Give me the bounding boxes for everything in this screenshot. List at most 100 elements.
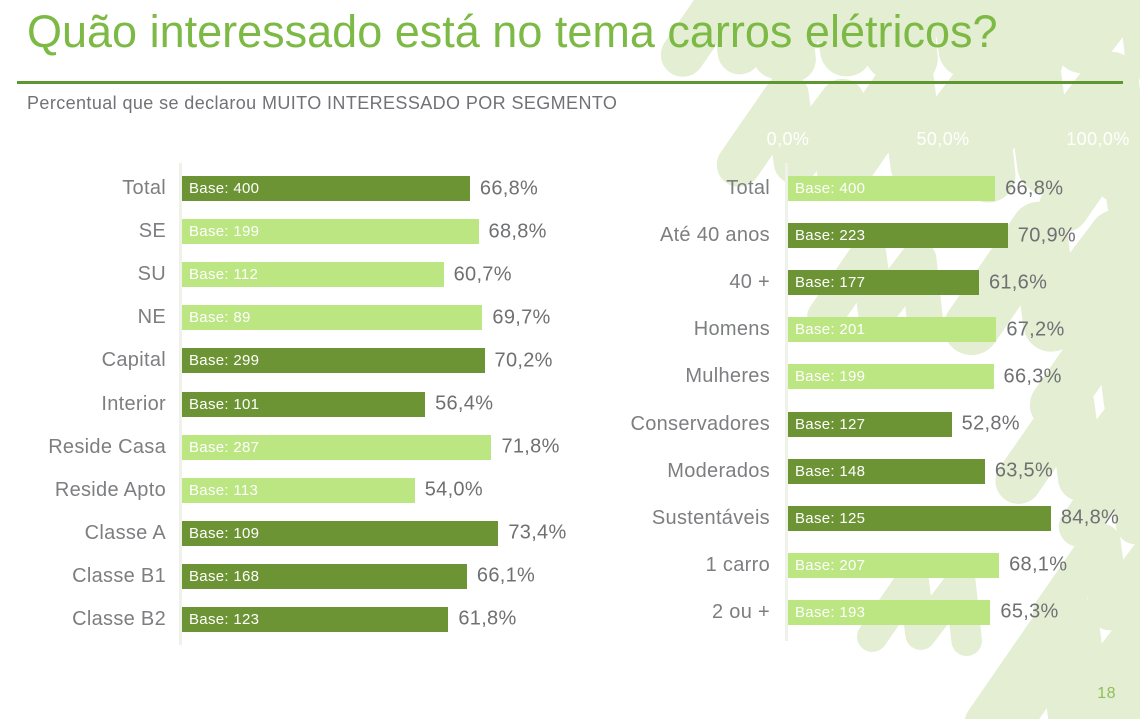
chart-left-segments: Total Base: 400 66,8% SE Base: 199 68,8% SU Bas… [10,163,710,645]
bar-track: Base: 400 66,8% [182,176,613,202]
category-label: Classe A [84,521,166,544]
right-chart-axis-ticks: 0,0% 50,0% 100,0% [767,129,1130,151]
base-label: Base: 223 [795,227,866,245]
base-label: Base: 109 [189,524,260,542]
page-subtitle: Percentual que se declarou MUITO INTERES… [27,93,618,113]
chart-row-1-carro: 1 carro Base: 207 68,1% [600,542,1140,589]
category-label: SU [137,263,166,286]
value-label: 71,8% [501,435,560,458]
category-label: Reside Apto [54,478,166,501]
bar-ne: Base: 89 [182,305,483,331]
value-label: 73,4% [508,521,567,544]
bar-interior: Base: 101 [182,391,426,417]
bar-2-ou: Base: 193 [788,599,991,625]
value-label: 84,8% [1060,506,1120,529]
value-label: 68,8% [488,220,547,243]
base-label: Base: 199 [795,368,866,386]
bar-track: Base: 168 66,1% [182,563,613,589]
category-label: Total [726,177,770,200]
zigzag-icon [1063,636,1140,719]
value-label: 66,8% [1005,177,1064,200]
chart-row-total: Total Base: 400 66,8% [600,165,1140,212]
bar-track: Base: 177 61,6% [788,270,1098,296]
category-label: Moderados [667,459,770,482]
bar-track: Base: 123 61,8% [182,606,613,632]
value-label: 69,7% [492,306,551,329]
page-title: Quão interessado está no tema carros elé… [27,6,998,57]
bar-su: Base: 112 [182,262,444,288]
chart-row-classe-a: Classe A Base: 109 73,4% [10,512,710,555]
chart-row-classe-b1: Classe B1 Base: 168 66,1% [10,555,710,598]
axis-tick-label: 50,0% [916,129,970,149]
bar-capital: Base: 299 [182,348,485,374]
value-label: 52,8% [961,412,1020,435]
value-label: 54,0% [424,478,483,501]
bar-at-40-anos: Base: 223 [788,223,1008,249]
bar-1-carro: Base: 207 [788,552,1000,578]
bar-track: Base: 193 65,3% [788,599,1098,625]
bar-track: Base: 287 71,8% [182,434,613,460]
bar-moderados: Base: 148 [788,458,985,484]
bar-reside-apto: Base: 113 [182,477,415,503]
bar-track: Base: 109 73,4% [182,520,613,546]
category-label: Até 40 anos [659,224,770,247]
chart-row-mulheres: Mulheres Base: 199 66,3% [600,353,1140,400]
base-label: Base: 101 [189,395,260,413]
chart-row-se: SE Base: 199 68,8% [10,210,710,253]
chart-rows: Total Base: 400 66,8% Até 40 anos Base: 223 7… [600,163,1140,641]
base-label: Base: 113 [189,481,259,499]
category-label: SE [138,220,166,243]
base-label: Base: 199 [189,223,260,241]
value-label: 66,8% [479,177,539,200]
bar-conservadores: Base: 127 [788,411,952,437]
category-label: Mulheres [685,365,770,388]
base-label: Base: 299 [189,352,260,370]
value-label: 70,9% [1017,224,1076,247]
category-label: Homens [693,318,770,341]
bar-track: Base: 207 68,1% [788,552,1098,578]
value-label: 60,7% [453,263,512,286]
value-label: 63,5% [994,459,1054,482]
base-label: Base: 125 [795,509,866,527]
bar-track: Base: 113 54,0% [182,477,613,503]
chart-row-reside-apto: Reside Apto Base: 113 54,0% [10,469,710,512]
base-label: Base: 207 [795,556,866,574]
chart-row-moderados: Moderados Base: 148 63,5% [600,448,1140,495]
value-label: 70,2% [494,349,553,372]
category-label: Reside Casa [48,435,166,458]
value-label: 65,3% [1000,600,1059,623]
title-divider [17,81,1123,84]
bar-track: Base: 148 63,5% [788,458,1098,484]
chart-row-at-40-anos: Até 40 anos Base: 223 70,9% [600,212,1140,259]
chart-row-capital: Capital Base: 299 70,2% [10,339,710,382]
zigzag-icon [980,0,1140,83]
base-label: Base: 287 [189,438,260,456]
category-label: Total [122,177,166,200]
category-label: 40 + [729,271,770,294]
bar-classe-b2: Base: 123 [182,606,449,632]
category-label: Sustentáveis [651,506,770,529]
value-label: 68,1% [1009,553,1068,576]
bar-se: Base: 199 [182,219,479,245]
chart-row-homens: Homens Base: 201 67,2% [600,306,1140,353]
chart-row-sustent-veis: Sustentáveis Base: 125 84,8% [600,495,1140,542]
base-label: Base: 201 [795,321,866,339]
bar-40: Base: 177 [788,270,979,296]
chart-right-segments: Total Base: 400 66,8% Até 40 anos Base: 223 7… [600,163,1140,641]
base-label: Base: 127 [795,415,866,433]
axis-tick-label: 0,0% [766,129,810,149]
base-label: Base: 112 [189,266,259,284]
value-label: 66,1% [476,564,536,587]
bar-track: Base: 201 67,2% [788,317,1098,343]
category-label: Classe B1 [72,564,166,587]
value-label: 56,4% [435,392,494,415]
chart-row-conservadores: Conservadores Base: 127 52,8% [600,400,1140,447]
bar-track: Base: 112 60,7% [182,262,613,288]
category-label: 1 carro [705,553,770,576]
chart-row-total: Total Base: 400 66,8% [10,167,710,210]
bar-track: Base: 127 52,8% [788,411,1098,437]
chart-row-ne: NE Base: 89 69,7% [10,296,710,339]
base-label: Base: 400 [795,180,866,198]
base-label: Base: 148 [795,462,866,480]
